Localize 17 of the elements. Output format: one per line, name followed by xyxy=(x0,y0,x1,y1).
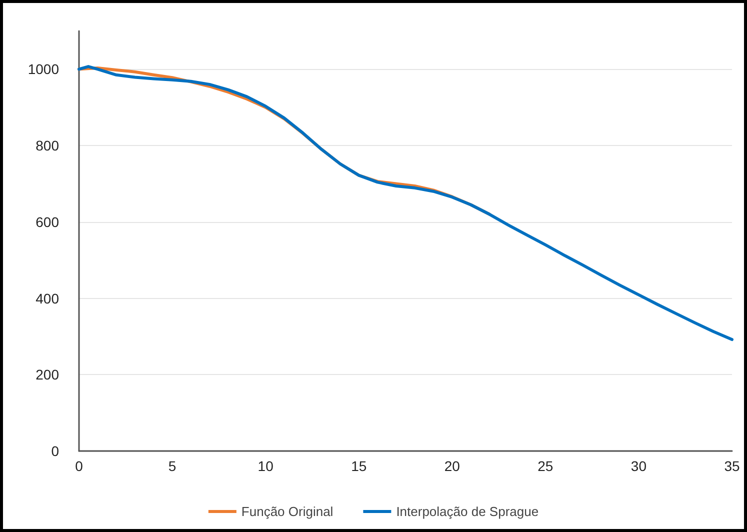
y-tick-label: 800 xyxy=(36,138,60,154)
y-tick-label: 1000 xyxy=(28,61,60,78)
x-tick-label: 35 xyxy=(724,458,740,474)
x-tick-label: 20 xyxy=(444,458,460,474)
x-tick-label: 10 xyxy=(258,458,274,474)
y-tick-label: 400 xyxy=(36,290,60,306)
x-tick-label: 25 xyxy=(538,458,554,474)
x-tick-label: 0 xyxy=(75,458,84,474)
legend-label: Função Original xyxy=(241,504,334,519)
y-tick-label: 200 xyxy=(36,366,60,383)
y-tick-label: 0 xyxy=(51,443,60,459)
x-tick-label: 15 xyxy=(351,458,367,474)
x-tick-label: 5 xyxy=(168,458,176,474)
y-tick-label: 600 xyxy=(36,214,60,230)
legend-label: Interpolação de Sprague xyxy=(396,504,539,519)
x-tick-label: 30 xyxy=(630,458,647,474)
line-series xyxy=(78,65,734,342)
